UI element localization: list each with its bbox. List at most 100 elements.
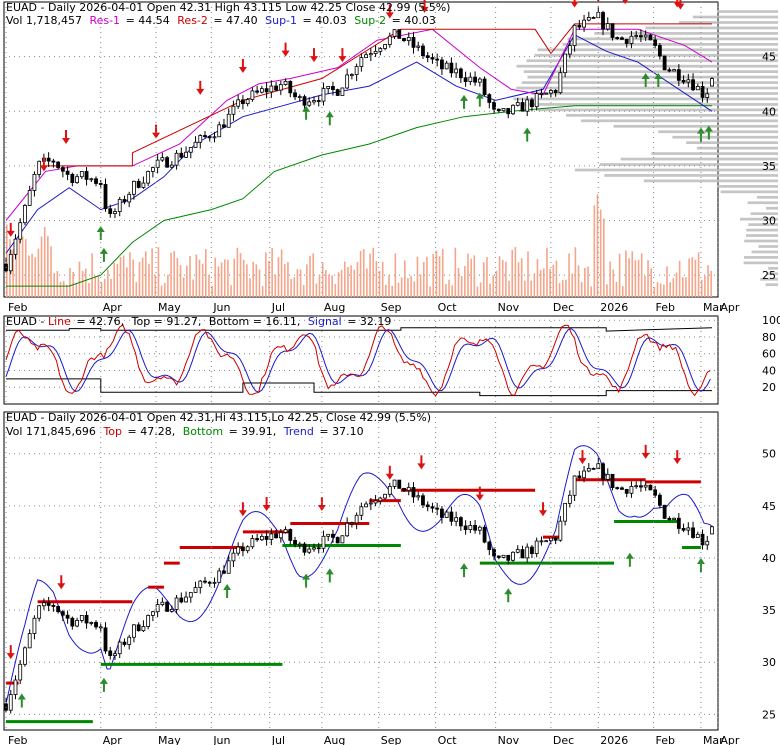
candle-body — [364, 503, 369, 508]
buy-arrow — [99, 677, 108, 692]
volume-bar — [122, 255, 125, 297]
volume-bar — [410, 276, 412, 297]
candle-body — [207, 581, 212, 584]
candle-body — [421, 495, 425, 506]
volume-bar — [328, 274, 330, 297]
volume-bar — [394, 253, 397, 297]
candle-body — [672, 69, 676, 72]
signal-value: = 32.19 — [347, 315, 391, 328]
volume-bar — [596, 194, 599, 297]
volume-bar — [388, 275, 390, 297]
volume-profile-bar — [594, 32, 778, 35]
volume-bar — [495, 270, 498, 297]
volume-bar — [359, 251, 362, 297]
volume-bar — [422, 262, 425, 297]
trend-tick-label: 50 — [762, 448, 776, 461]
volume-bar — [141, 257, 144, 297]
candle-body — [293, 92, 297, 98]
candle-body — [672, 517, 676, 520]
candle-body — [563, 53, 568, 74]
buy-arrow — [625, 552, 634, 567]
candle-body — [615, 37, 620, 39]
sell-arrow — [570, 0, 579, 8]
candle-body — [312, 547, 316, 550]
volume-profile-bar — [766, 272, 778, 276]
sell-arrow — [417, 455, 426, 470]
candle-body — [193, 141, 198, 148]
candle-body — [236, 99, 241, 107]
candle-body — [155, 159, 160, 168]
month-label: Nov — [498, 301, 520, 314]
candle-body — [610, 23, 615, 38]
candle-body — [169, 164, 174, 168]
candle-body — [32, 174, 37, 191]
res1-value: = 44.54 — [126, 14, 170, 27]
volume-bar — [539, 270, 542, 297]
candle-body — [331, 533, 335, 538]
volume-bar — [91, 253, 93, 297]
candle-body — [8, 694, 13, 711]
candle-body — [60, 167, 65, 172]
trend-month-label: Aug — [324, 734, 345, 745]
candle-body — [449, 62, 454, 74]
candle-body — [430, 57, 435, 60]
candle-body — [548, 90, 553, 94]
candle-body — [710, 526, 714, 535]
volume-bar — [21, 236, 24, 297]
candle-body — [511, 551, 515, 561]
volume-bar — [321, 262, 324, 297]
volume-bar — [634, 260, 637, 297]
buy-arrow — [302, 573, 311, 588]
buy-arrow — [704, 125, 713, 140]
panel3-top-value: = 47.28, — [128, 425, 176, 438]
volume-bar — [590, 286, 592, 297]
res2-label: Res-2 — [177, 14, 208, 27]
volume-bar — [362, 249, 365, 297]
candle-body — [122, 199, 127, 203]
volume-bar — [656, 282, 659, 297]
volume-bar — [353, 269, 356, 297]
volume-bar — [84, 268, 87, 297]
sell-arrow — [262, 497, 271, 512]
volume-bar — [129, 252, 131, 297]
candle-body — [629, 486, 634, 494]
volume-bar — [343, 261, 346, 297]
sell-arrow — [676, 0, 685, 10]
volume-bar — [647, 259, 649, 297]
candle-body — [179, 152, 184, 158]
volume-bar — [678, 260, 681, 297]
volume-bar — [309, 255, 311, 297]
candle-body — [544, 540, 549, 543]
volume-bar — [460, 275, 463, 297]
candle-body — [425, 55, 430, 58]
volume-bar — [59, 281, 62, 297]
volume-profile-bar — [748, 223, 778, 226]
candle-body — [146, 171, 151, 184]
candle-body — [610, 473, 615, 488]
candle-body — [98, 183, 103, 185]
candle-body — [241, 546, 245, 552]
volume-bar — [615, 281, 618, 297]
candle-body — [548, 537, 553, 542]
candle-body — [203, 580, 207, 583]
volume-profile-bar — [765, 283, 778, 287]
volume-bar — [498, 256, 501, 297]
volume-bar — [621, 286, 624, 297]
candle-body — [94, 178, 98, 184]
candle-body — [345, 522, 350, 537]
panel1-volume: Vol 1,718,457 — [6, 14, 82, 27]
sup2-line — [6, 105, 712, 287]
candle-body — [146, 614, 151, 627]
volume-bar — [454, 247, 457, 297]
candle-body — [463, 77, 468, 82]
volume-bar — [220, 262, 223, 297]
volume-bar — [34, 257, 37, 297]
candle-body — [440, 508, 444, 518]
candle-body — [79, 615, 84, 621]
volume-bar — [214, 257, 217, 297]
candle-body — [373, 500, 378, 504]
volume-bar — [138, 262, 141, 297]
volume-bar — [135, 282, 138, 297]
candle-body — [51, 605, 56, 607]
candle-body — [231, 105, 236, 115]
